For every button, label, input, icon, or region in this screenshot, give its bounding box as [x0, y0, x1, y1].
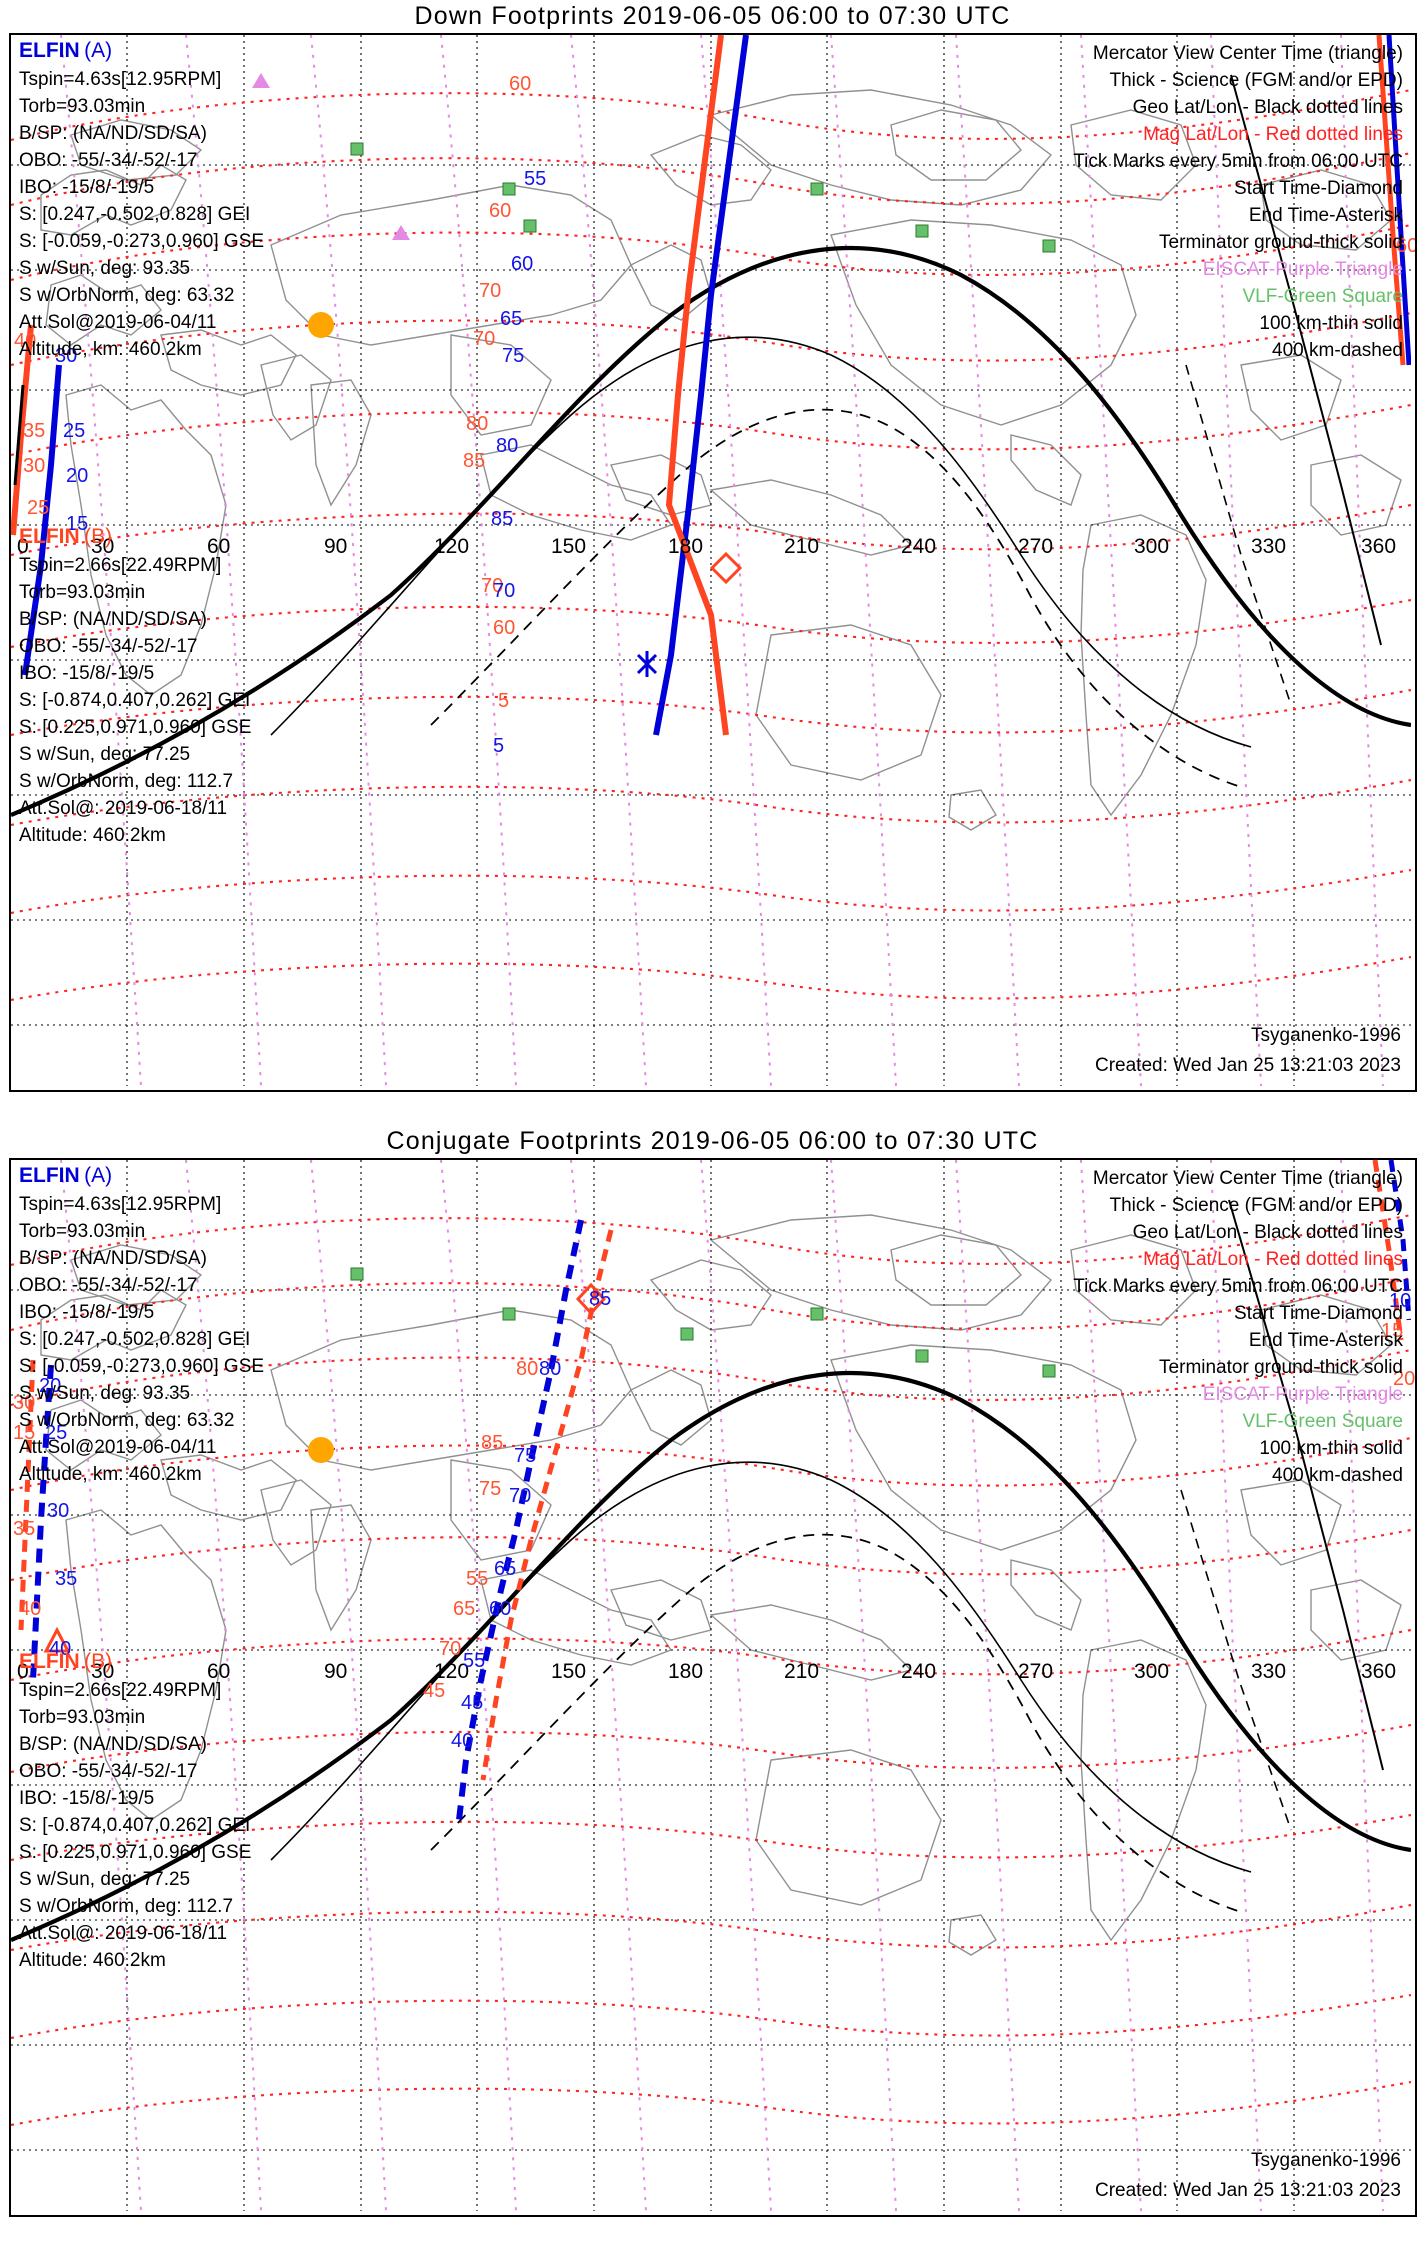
vlf-green-squares	[350, 142, 1056, 253]
coastlines-2	[40, 1214, 1402, 1956]
start-diamond-marker	[709, 551, 743, 585]
track-markers	[252, 73, 1056, 677]
geo-grid	[11, 35, 1411, 1086]
model-label: Tsyganenko-1996	[1251, 1025, 1401, 1046]
vlf-green-squares-2	[350, 1267, 1056, 1378]
map-graphic-2	[11, 1160, 1411, 2211]
sun-marker-2	[308, 1437, 334, 1463]
created-label-2: Created: Wed Jan 25 13:21:03 2023	[1095, 2180, 1401, 2201]
eiscat-purple-triangles	[252, 73, 410, 240]
created-label: Created: Wed Jan 25 13:21:03 2023	[1095, 1055, 1401, 1076]
end-asterisk-marker	[636, 651, 658, 677]
panel-title: Down Footprints 2019-06-05 06:00 to 07:3…	[414, 2, 1011, 30]
panel-conjugate-footprints: Conjugate Footprints 2019-06-05 06:00 to…	[0, 1125, 1425, 2250]
model-label-2: Tsyganenko-1996	[1251, 2150, 1401, 2171]
track-markers-2	[43, 1267, 1056, 1653]
satellite-tracks	[11, 35, 1411, 736]
eiscat-triangle-marker	[43, 1626, 71, 1653]
map-area[interactable]: 0 30 60 90 120 150 180 210 240 270 300 3…	[9, 33, 1417, 1092]
panel-title-2: Conjugate Footprints 2019-06-05 06:00 to…	[386, 1127, 1039, 1155]
terminator-lines	[11, 246, 1411, 817]
geo-grid-2	[11, 1160, 1411, 2211]
terminator-lines-2	[11, 1371, 1411, 1942]
map-area-2[interactable]: 0 30 60 90 120 150 180 210 240 270 300 3…	[9, 1158, 1417, 2217]
satellite-tracks-2	[18, 1160, 1411, 1831]
mag-lon-lines-2	[60, 1160, 1384, 2211]
sun-marker	[308, 312, 334, 338]
start-diamond-marker-2	[575, 1282, 607, 1316]
panel-down-footprints: Down Footprints 2019-06-05 06:00 to 07:3…	[9, 2, 1417, 1092]
map-graphic	[11, 35, 1411, 1086]
